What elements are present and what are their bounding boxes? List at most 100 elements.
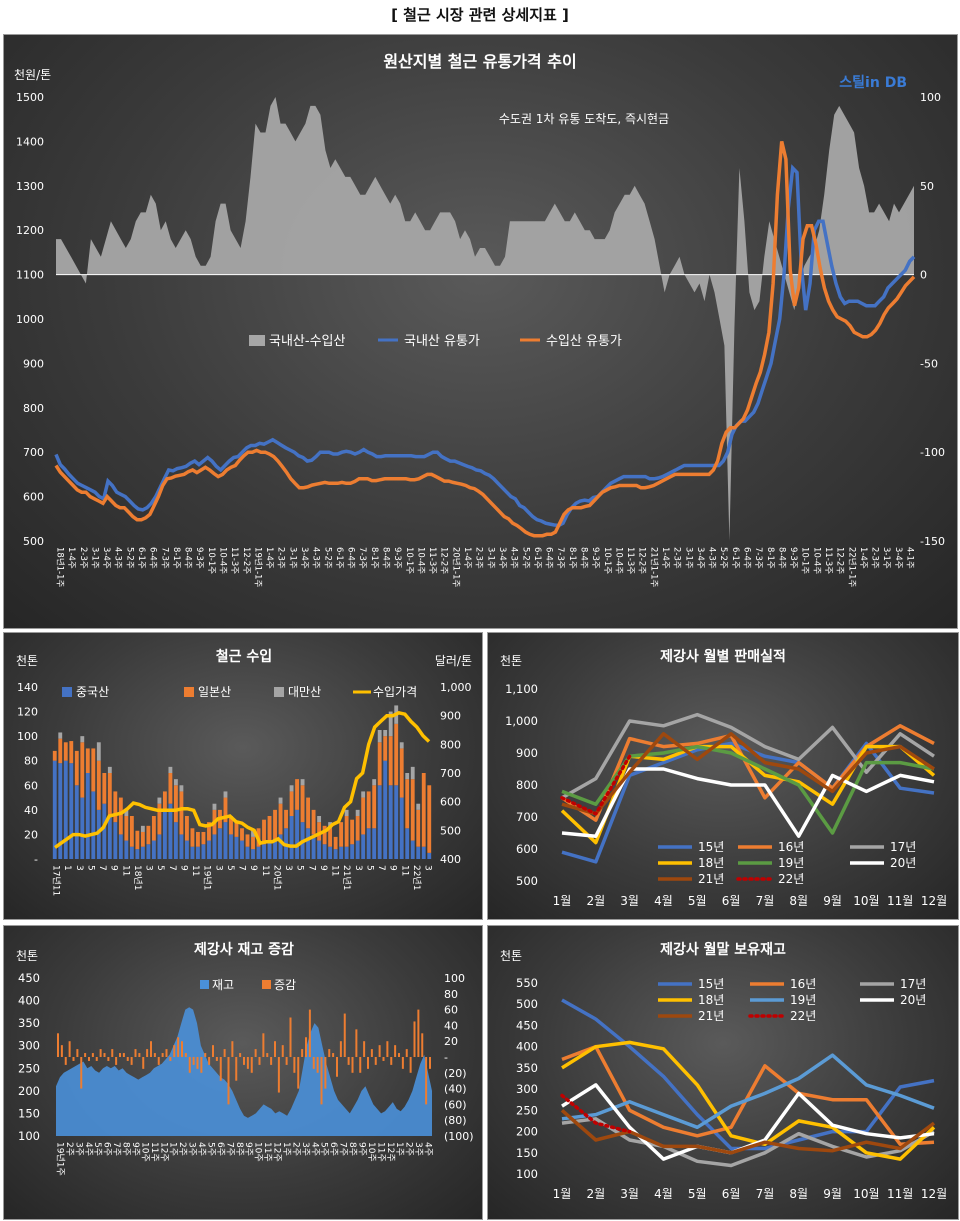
y-tick-left: 80 bbox=[24, 755, 38, 768]
bar-china bbox=[196, 846, 200, 859]
x-tick-label: 3주 bbox=[187, 1142, 198, 1156]
x-tick-label: 7-3주 bbox=[357, 547, 367, 569]
y-tick-right: (60) bbox=[444, 1098, 467, 1111]
bar-change bbox=[115, 1057, 118, 1065]
bar-change bbox=[111, 1049, 114, 1057]
bar-change bbox=[223, 1049, 226, 1057]
bar-change bbox=[401, 1057, 404, 1069]
legend-label: 19년 bbox=[778, 856, 804, 870]
x-tick-label: 9 bbox=[178, 865, 188, 871]
bar-japan bbox=[58, 738, 63, 764]
x-tick-label: 9주 bbox=[356, 1142, 367, 1156]
bar-change bbox=[192, 1057, 195, 1065]
bar-change bbox=[130, 1057, 133, 1065]
bar-change bbox=[103, 1053, 106, 1057]
bar-japan bbox=[344, 816, 349, 847]
chart-title: 제강사 월별 판매실적 bbox=[660, 648, 786, 665]
x-tick-label: 1월 bbox=[553, 894, 572, 908]
x-tick-label: 4-3주 bbox=[113, 547, 123, 569]
bar-change bbox=[72, 1057, 75, 1061]
x-tick-label: 6-4주 bbox=[148, 547, 158, 569]
x-tick-label: 3-4주 bbox=[695, 547, 705, 569]
x-tick-label: 2주 bbox=[64, 1142, 75, 1156]
bar-china bbox=[339, 846, 344, 859]
bar-change bbox=[99, 1049, 102, 1057]
x-tick-label: 7주 bbox=[338, 1142, 349, 1156]
x-tick-label: 7월 bbox=[756, 1187, 775, 1201]
bar-change bbox=[250, 1057, 253, 1073]
x-tick-label: 2-3주 bbox=[474, 547, 484, 569]
y-tick-left: 350 bbox=[18, 1016, 40, 1030]
bar-japan bbox=[399, 748, 404, 798]
bar-change bbox=[153, 1053, 156, 1057]
bar-change bbox=[254, 1049, 257, 1057]
x-tick-label: 5월 bbox=[688, 894, 707, 908]
legend-label: 20년 bbox=[900, 993, 926, 1007]
x-tick-label: 1주 bbox=[281, 1142, 292, 1156]
x-tick-label: 19년1 bbox=[202, 865, 213, 890]
y-tick-left: 1000 bbox=[16, 313, 44, 326]
x-tick-label: 1주 bbox=[394, 1142, 405, 1156]
bar-taiwan bbox=[388, 711, 393, 737]
x-tick-label: 5주 bbox=[206, 1142, 217, 1156]
x-tick-label: 6-1주 bbox=[532, 547, 542, 569]
bar-japan bbox=[366, 791, 371, 829]
series-line-domestic bbox=[54, 164, 916, 528]
x-tick-label: 5 bbox=[364, 865, 374, 871]
x-tick-label: 2월 bbox=[586, 894, 605, 908]
legend-label: 16년 bbox=[790, 977, 816, 991]
bar-japan bbox=[229, 816, 233, 835]
y-tick: 450 bbox=[516, 1018, 538, 1032]
x-tick-label: 19년1주 bbox=[55, 1142, 66, 1176]
bar-china bbox=[410, 840, 415, 859]
bar-taiwan bbox=[372, 779, 377, 786]
bar-china bbox=[190, 846, 195, 859]
bar-japan bbox=[124, 816, 129, 841]
x-tick-label: 12-2주 bbox=[439, 547, 449, 574]
legend-label: 국내산 유통가 bbox=[404, 334, 480, 349]
x-tick-label: 7 bbox=[376, 865, 386, 871]
y-tick-right: 100 bbox=[920, 91, 941, 104]
bar-japan bbox=[350, 819, 355, 845]
y-tick-left: 800 bbox=[23, 402, 44, 415]
bar-china bbox=[118, 834, 123, 859]
y-tick-left: 450 bbox=[18, 971, 40, 985]
y-tick-left: 120 bbox=[17, 706, 38, 719]
bar-change bbox=[429, 1057, 431, 1069]
bar-china bbox=[201, 844, 206, 859]
x-tick-label: 10주 bbox=[253, 1142, 264, 1162]
bar-change bbox=[347, 1057, 350, 1065]
legend-label: 22년 bbox=[790, 1009, 816, 1023]
bar-china bbox=[129, 846, 134, 859]
x-tick-label: 11 bbox=[120, 865, 130, 876]
bar-china bbox=[124, 840, 129, 859]
bar-japan bbox=[151, 816, 156, 841]
bar-taiwan bbox=[168, 766, 173, 773]
legend-label: 21년 bbox=[698, 1009, 724, 1023]
x-tick-label: 9월 bbox=[823, 1187, 842, 1201]
x-tick-label: 10-4주 bbox=[613, 547, 623, 574]
bar-change bbox=[169, 1057, 172, 1061]
y-tick: 500 bbox=[516, 874, 538, 888]
x-tick-label: 6-4주 bbox=[742, 547, 752, 569]
x-tick-label: 10주 bbox=[366, 1142, 377, 1162]
x-tick-label: 3-1주 bbox=[287, 547, 297, 569]
y-tick-left: - bbox=[34, 853, 38, 866]
bar-change bbox=[60, 1045, 63, 1057]
x-tick-label: 12월 bbox=[921, 894, 947, 908]
legend-label: 18년 bbox=[698, 856, 724, 870]
bar-china bbox=[185, 840, 189, 859]
y-tick: 250 bbox=[516, 1103, 538, 1117]
bar-change bbox=[181, 1041, 183, 1057]
x-tick-label: 3-1주 bbox=[683, 547, 693, 569]
bar-japan bbox=[91, 748, 96, 792]
bar-japan bbox=[289, 791, 294, 816]
chart-subtitle: 수도권 1차 유통 도착도, 즉시현금 bbox=[499, 112, 669, 126]
series-line-import bbox=[54, 140, 916, 538]
y-tick-left: 60 bbox=[24, 779, 38, 792]
bar-japan bbox=[223, 797, 228, 823]
x-tick-label: 3-4주 bbox=[299, 547, 309, 569]
y-axis-label-right: 달러/톤 bbox=[435, 654, 472, 668]
bar-china bbox=[52, 760, 57, 859]
